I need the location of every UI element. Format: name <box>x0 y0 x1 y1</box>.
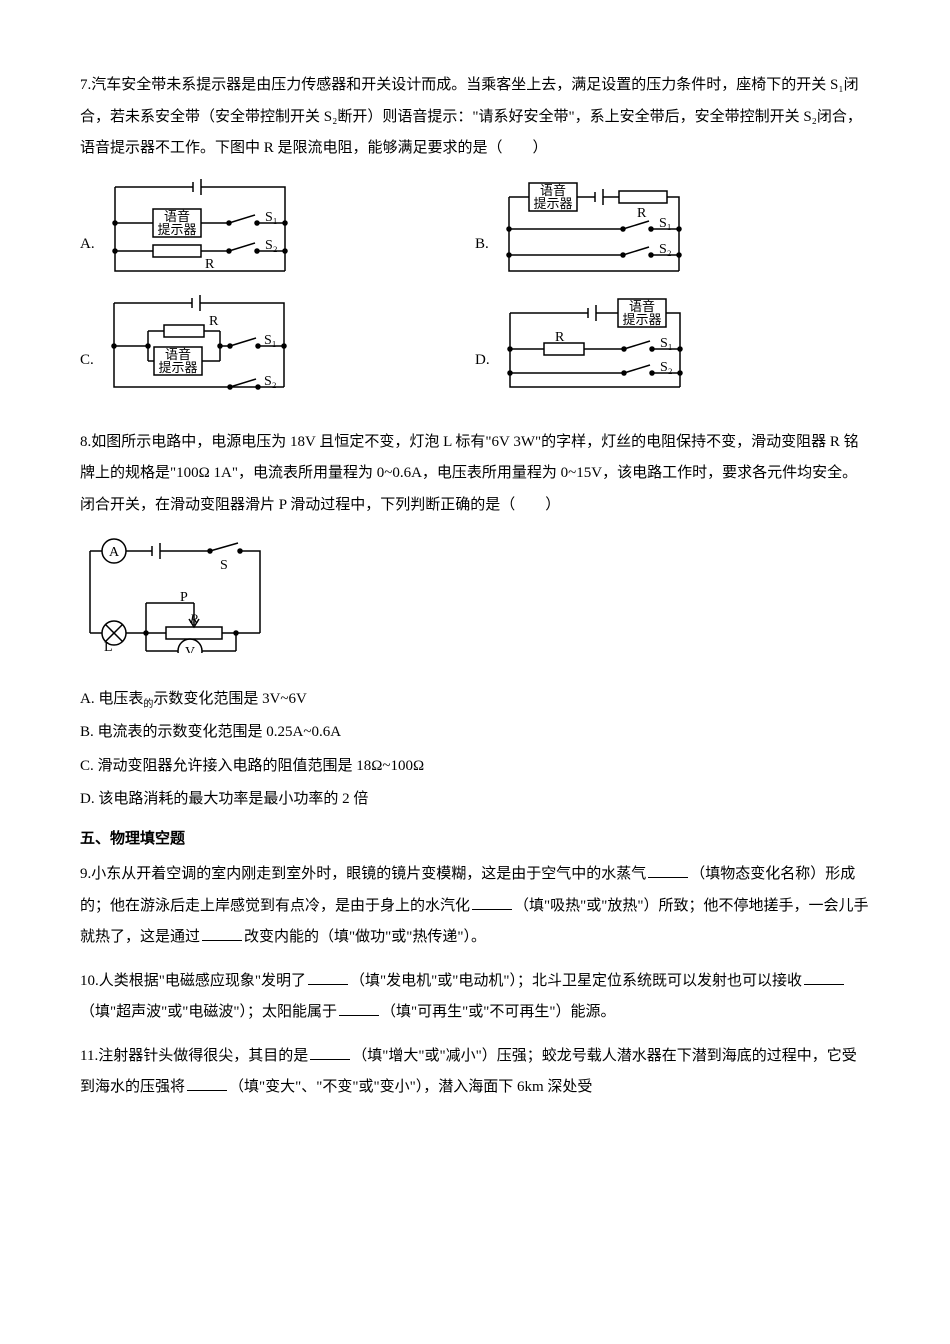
q7-option-a: A. <box>80 177 475 281</box>
q8-text: 8.如图所示电路中，电源电压为 18V 且恒定不变，灯泡 L 标有"6V 3W"… <box>80 434 859 513</box>
opt-c-label: C. <box>80 345 94 397</box>
svg-text:S₂: S₂ <box>264 374 277 389</box>
blank <box>310 1044 350 1060</box>
opt-b-label: B. <box>475 229 489 281</box>
svg-text:S₁: S₁ <box>660 336 673 351</box>
circuit-d-diagram: 语音 提示器 R S₁ S₂ <box>500 293 690 397</box>
circuit-a-diagram: 语音 提示器 S₁ S₂ R <box>105 177 295 281</box>
svg-text:提示器: 提示器 <box>157 222 196 237</box>
question-10: 10.人类根据"电磁感应现象"发明了（填"发电机"或"电动机"）；北斗卫星定位系… <box>80 966 870 1029</box>
blank <box>308 969 348 985</box>
q8-opt-c: C. 滑动变阻器允许接入电路的阻值范围是 18Ω~100Ω <box>80 751 870 783</box>
blank <box>202 925 242 941</box>
circuit-b-diagram: 语音 提示器 R S₁ S₂ <box>499 177 689 281</box>
q7-option-b: B. <box>475 177 870 281</box>
svg-text:S₂: S₂ <box>660 360 673 375</box>
q8-opt-d: D. 该电路消耗的最大功率是最小功率的 2 倍 <box>80 784 870 816</box>
q7-options: A. <box>80 177 870 409</box>
q8-opt-b: B. 电流表的示数变化范围是 0.25A~0.6A <box>80 717 870 749</box>
q7-text: 7.汽车安全带未系提示器是由压力传感器和开关设计而成。当乘客坐上去，满足设置的压… <box>80 77 862 156</box>
svg-text:R: R <box>209 314 219 329</box>
section-5-title: 五、物理填空题 <box>80 824 870 856</box>
blank <box>187 1075 227 1091</box>
question-8: 8.如图所示电路中，电源电压为 18V 且恒定不变，灯泡 L 标有"6V 3W"… <box>80 427 870 522</box>
svg-text:S₂: S₂ <box>265 238 278 253</box>
q7-option-d: D. <box>475 293 870 397</box>
opt-d-label: D. <box>475 345 490 397</box>
svg-text:R: R <box>205 257 215 272</box>
q8-diagram: A S P R L V <box>80 533 870 666</box>
question-7: 7.汽车安全带未系提示器是由压力传感器和开关设计而成。当乘客坐上去，满足设置的压… <box>80 70 870 165</box>
q7-option-c: C. <box>80 293 475 397</box>
question-11: 11.注射器针头做得很尖，其目的是（填"增大"或"减小"）压强；蛟龙号载人潜水器… <box>80 1041 870 1104</box>
question-9: 9.小东从开着空调的室内刚走到室外时，眼镜的镜片变模糊，这是由于空气中的水蒸气（… <box>80 859 870 954</box>
svg-text:R: R <box>555 330 565 345</box>
svg-text:提示器: 提示器 <box>533 196 572 211</box>
svg-text:提示器: 提示器 <box>622 312 661 327</box>
q8-options: A. 电压表的示数变化范围是 3V~6V B. 电流表的示数变化范围是 0.25… <box>80 684 870 816</box>
svg-text:S₁: S₁ <box>659 216 672 231</box>
svg-text:S₁: S₁ <box>265 210 278 225</box>
blank <box>648 862 688 878</box>
svg-text:L: L <box>104 640 113 653</box>
svg-text:P: P <box>180 590 188 605</box>
svg-text:R: R <box>637 206 647 221</box>
svg-text:A: A <box>109 545 120 560</box>
svg-text:S₂: S₂ <box>659 242 672 257</box>
svg-text:S: S <box>220 558 228 573</box>
blank <box>804 969 844 985</box>
blank <box>472 894 512 910</box>
circuit-c-diagram: 语音 提示器 R S₁ S₂ <box>104 293 294 397</box>
q8-opt-a: A. 电压表的示数变化范围是 3V~6V <box>80 684 870 716</box>
svg-text:V: V <box>185 645 195 653</box>
opt-a-label: A. <box>80 229 95 281</box>
svg-text:R: R <box>189 611 198 626</box>
svg-text:S₁: S₁ <box>264 333 277 348</box>
svg-text:提示器: 提示器 <box>158 360 197 375</box>
blank <box>339 1000 379 1016</box>
